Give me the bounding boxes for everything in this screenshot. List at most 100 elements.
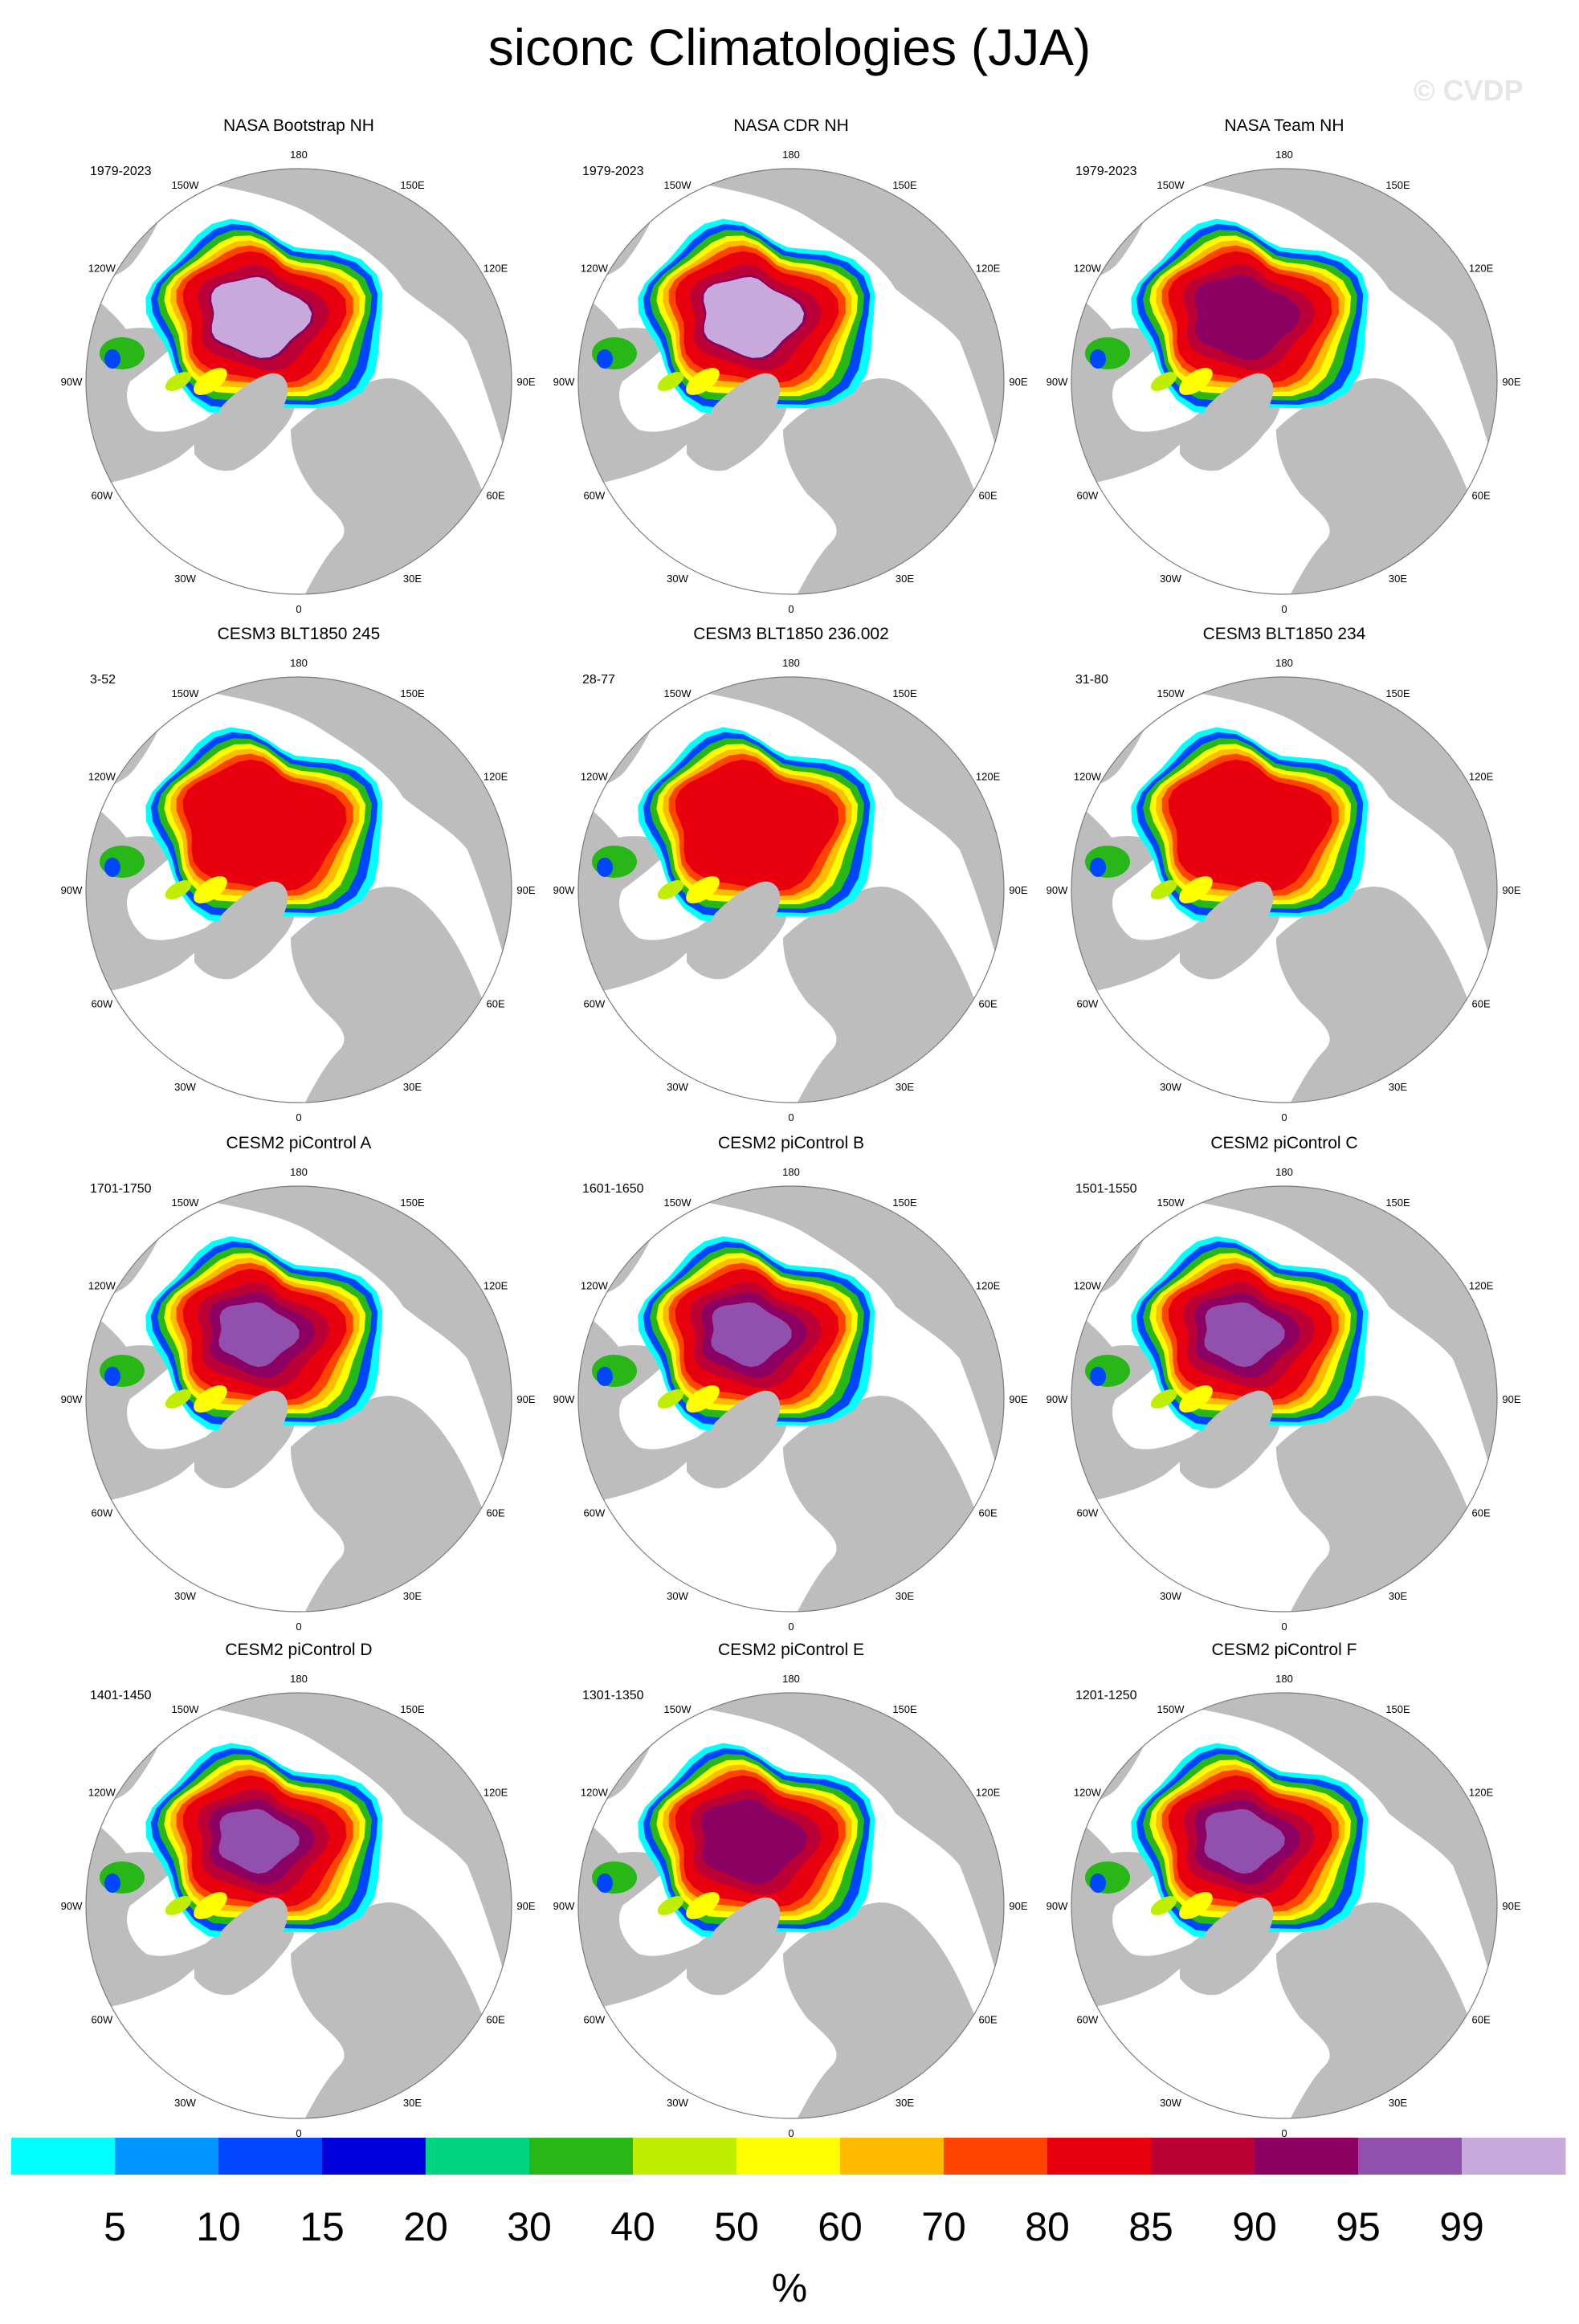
sea-ice-field bbox=[100, 218, 383, 415]
land-greenland-top bbox=[706, 1897, 781, 1981]
land-greenland-top bbox=[1199, 881, 1274, 965]
ice-baffin-south bbox=[657, 1389, 684, 1409]
panel-years: 1601-1650 bbox=[582, 1182, 644, 1196]
polar-map: 180 150E 120E 90E 60E 30E 0 30W 60W 90W 120W 150W bbox=[61, 657, 536, 1123]
longitude-label: 30E bbox=[1389, 1081, 1407, 1093]
ice-baffin-south bbox=[165, 372, 192, 391]
longitude-label: 90W bbox=[1047, 884, 1068, 896]
longitude-label: 30E bbox=[896, 1081, 914, 1093]
map-panel: NASA CDR NH 180 150E 120E 90E 60E 30E 0 30W 60W 90… bbox=[542, 116, 1040, 630]
ice-baffin bbox=[194, 876, 227, 903]
ice-contour-band bbox=[1204, 1302, 1285, 1368]
longitude-label: 120E bbox=[976, 263, 1001, 275]
land-eurasia bbox=[671, 677, 1004, 1103]
ice-baffin bbox=[194, 1892, 227, 1919]
colorbar-tick-label: 70 bbox=[921, 2204, 966, 2249]
ice-contour-band bbox=[1168, 759, 1332, 892]
colorbar-tick-label: 85 bbox=[1128, 2204, 1173, 2249]
longitude-label: 180 bbox=[290, 657, 308, 669]
ice-hudson-edge bbox=[1090, 349, 1106, 369]
longitude-label: 180 bbox=[290, 1166, 308, 1178]
panel-years: 1301-1350 bbox=[582, 1689, 644, 1702]
ice-hudson-edge bbox=[1090, 1367, 1106, 1386]
polar-map: 180 150E 120E 90E 60E 30E 0 30W 60W 90W 120W 150W bbox=[1047, 1673, 1521, 2139]
longitude-label: 120E bbox=[483, 771, 508, 783]
land-eurasia bbox=[178, 1186, 512, 1612]
longitude-label: 60E bbox=[1472, 998, 1491, 1010]
longitude-label: 30E bbox=[1389, 2097, 1407, 2109]
longitude-label: 60W bbox=[92, 998, 113, 1010]
longitude-label: 180 bbox=[290, 149, 308, 161]
longitude-label: 30W bbox=[667, 2097, 688, 2109]
ice-contour-band bbox=[182, 759, 347, 892]
longitude-label: 120W bbox=[581, 263, 609, 275]
longitude-label: 180 bbox=[782, 149, 800, 161]
longitude-label: 30E bbox=[403, 1590, 422, 1602]
colorbar-tick-label: 95 bbox=[1336, 2204, 1381, 2249]
panel-years: 1401-1450 bbox=[90, 1689, 152, 1702]
land-eurasia bbox=[1164, 1693, 1497, 2118]
land-greenland-top bbox=[1199, 373, 1274, 457]
sea-ice-field bbox=[100, 727, 383, 923]
longitude-label: 90W bbox=[61, 884, 83, 896]
longitude-label: 150E bbox=[1385, 1197, 1410, 1209]
sea-ice-field bbox=[1085, 218, 1369, 415]
longitude-label: 60W bbox=[92, 490, 113, 502]
ice-baffin-south bbox=[1150, 372, 1177, 391]
longitude-label: 0 bbox=[788, 1621, 794, 1633]
panel-title: CESM3 BLT1850 245 bbox=[217, 625, 381, 643]
colorbar-units: % bbox=[771, 2265, 808, 2310]
longitude-label: 30E bbox=[896, 1590, 914, 1602]
longitude-label: 150E bbox=[1385, 687, 1410, 699]
longitude-label: 90E bbox=[1009, 376, 1027, 388]
land-greenland-top bbox=[214, 1897, 288, 1981]
longitude-label: 180 bbox=[290, 1673, 308, 1685]
longitude-label: 30W bbox=[667, 1081, 688, 1093]
panel-title: CESM2 piControl B bbox=[717, 1134, 865, 1152]
ice-contour-band bbox=[218, 1302, 300, 1368]
ice-contour-band bbox=[701, 1799, 808, 1885]
map-border bbox=[1071, 1185, 1498, 1613]
ice-baffin-south bbox=[165, 1389, 192, 1409]
ice-hudson-edge bbox=[1090, 1873, 1106, 1893]
longitude-label: 30W bbox=[174, 1081, 196, 1093]
longitude-label: 0 bbox=[1281, 2127, 1287, 2139]
longitude-label: 120E bbox=[483, 1280, 508, 1292]
ice-baffin-south bbox=[1150, 1896, 1177, 1915]
ice-baffin bbox=[194, 368, 227, 395]
longitude-label: 0 bbox=[788, 2127, 794, 2139]
polar-map: 180 150E 120E 90E 60E 30E 0 30W 60W 90W 120W 150W bbox=[61, 1166, 536, 1633]
longitude-label: 150E bbox=[1385, 1703, 1410, 1715]
longitude-label: 120W bbox=[581, 1280, 609, 1292]
land-greenland-top bbox=[1199, 1390, 1274, 1474]
map-border bbox=[577, 168, 1005, 595]
ice-hudson-edge bbox=[597, 349, 613, 369]
sea-ice-field bbox=[100, 1236, 383, 1433]
land-eurasia bbox=[1164, 677, 1497, 1103]
ice-baffin-south bbox=[165, 880, 192, 899]
longitude-label: 60W bbox=[1077, 490, 1099, 502]
map-border bbox=[85, 1692, 512, 2119]
longitude-label: 90E bbox=[516, 884, 535, 896]
longitude-label: 0 bbox=[296, 603, 301, 615]
polar-map: 180 150E 120E 90E 60E 30E 0 30W 60W 90W 120W 150W bbox=[1047, 149, 1521, 615]
land-greenland-top bbox=[706, 881, 781, 965]
longitude-label: 120W bbox=[1074, 1280, 1102, 1292]
panel-title: CESM3 BLT1850 236.002 bbox=[693, 625, 889, 643]
ice-hudson-edge bbox=[104, 349, 120, 369]
longitude-label: 90E bbox=[1502, 376, 1520, 388]
land-greenland-top bbox=[214, 881, 288, 965]
ice-baffin bbox=[1179, 876, 1213, 903]
longitude-label: 0 bbox=[1281, 603, 1287, 615]
ice-hudson-edge bbox=[597, 1873, 613, 1893]
longitude-label: 150E bbox=[892, 1703, 917, 1715]
ice-baffin bbox=[194, 1385, 227, 1413]
panel-years: 31-80 bbox=[1075, 673, 1108, 687]
map-panel: CESM3 BLT1850 236.002 180 150E 120E 90E 60E 30… bbox=[542, 625, 1040, 1139]
longitude-label: 30E bbox=[403, 1081, 422, 1093]
longitude-label: 90W bbox=[553, 376, 575, 388]
longitude-label: 90W bbox=[1047, 1900, 1068, 1912]
ice-baffin bbox=[686, 876, 720, 903]
longitude-label: 60E bbox=[487, 1507, 505, 1519]
panel-title: NASA CDR NH bbox=[733, 116, 849, 135]
